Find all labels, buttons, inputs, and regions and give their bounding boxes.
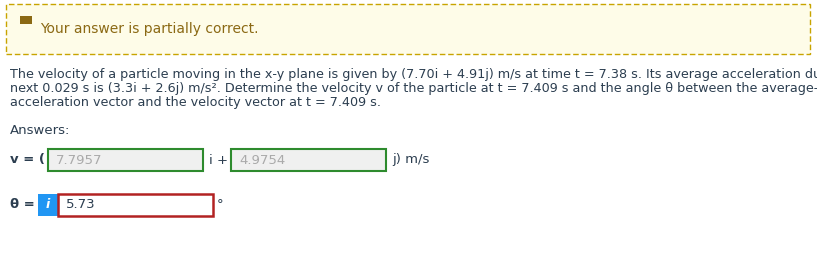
FancyBboxPatch shape [20,16,32,24]
Text: θ =: θ = [10,198,39,212]
Text: i: i [46,198,50,212]
FancyBboxPatch shape [38,194,58,216]
Text: v = (: v = ( [10,153,50,167]
Text: 4.9754: 4.9754 [239,153,285,167]
FancyBboxPatch shape [58,194,213,216]
Text: acceleration vector and the velocity vector at t = 7.409 s.: acceleration vector and the velocity vec… [10,96,381,109]
Text: 5.73: 5.73 [66,198,96,212]
FancyBboxPatch shape [6,4,810,54]
Text: j) m/s: j) m/s [392,153,430,167]
Text: 7.7957: 7.7957 [56,153,102,167]
Text: i +: i + [209,153,228,167]
FancyBboxPatch shape [48,149,203,171]
FancyBboxPatch shape [231,149,386,171]
Text: °: ° [217,198,224,212]
Text: Your answer is partially correct.: Your answer is partially correct. [40,22,258,36]
Text: Answers:: Answers: [10,124,70,137]
Text: next 0.029 s is (3.3i + 2.6j) m/s². Determine the velocity v of the particle at : next 0.029 s is (3.3i + 2.6j) m/s². Dete… [10,82,817,95]
Text: The velocity of a particle moving in the x-y plane is given by (7.70i + 4.91j) m: The velocity of a particle moving in the… [10,68,817,81]
